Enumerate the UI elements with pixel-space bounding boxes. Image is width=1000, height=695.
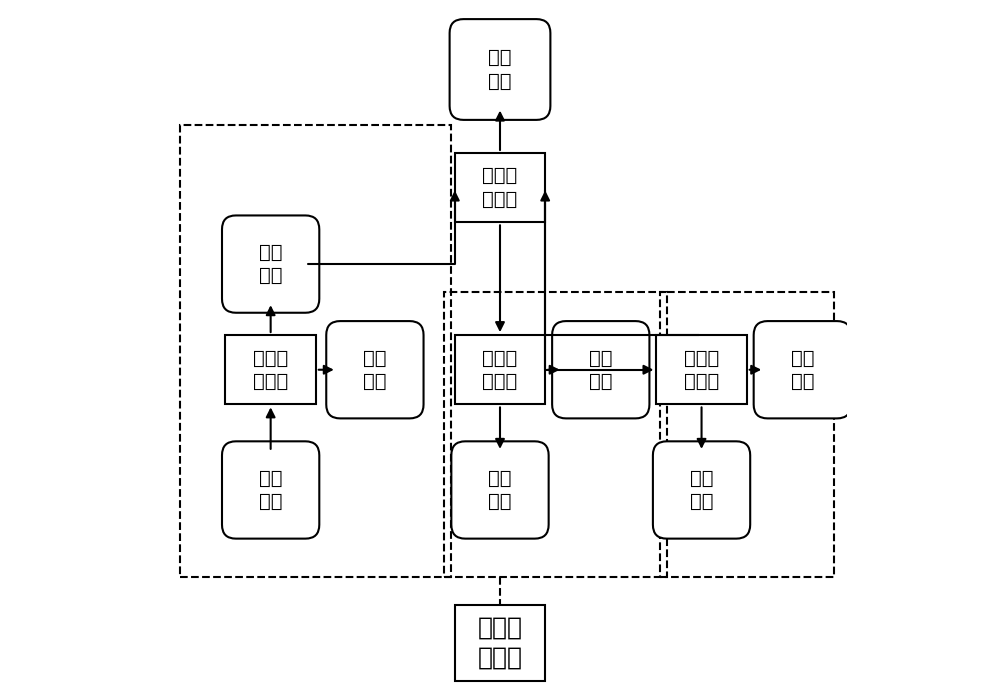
- FancyBboxPatch shape: [653, 441, 750, 539]
- Text: 损失
能量: 损失 能量: [488, 48, 512, 91]
- FancyBboxPatch shape: [754, 321, 851, 418]
- Text: 需求
能量: 需求 能量: [488, 468, 512, 512]
- Text: 损失
能量: 损失 能量: [363, 348, 387, 391]
- FancyBboxPatch shape: [225, 335, 316, 404]
- Text: 能量利
用装置: 能量利 用装置: [482, 348, 518, 391]
- Bar: [444, 292, 667, 577]
- FancyBboxPatch shape: [552, 321, 649, 418]
- FancyBboxPatch shape: [326, 321, 424, 418]
- FancyBboxPatch shape: [222, 441, 319, 539]
- FancyBboxPatch shape: [450, 19, 550, 120]
- Text: 能量转
换装置: 能量转 换装置: [253, 348, 288, 391]
- Text: 能量分
配装置: 能量分 配装置: [482, 166, 518, 209]
- Text: 可用
能量: 可用 能量: [259, 243, 282, 286]
- Bar: [660, 292, 834, 577]
- Text: 损失
能量: 损失 能量: [589, 348, 613, 391]
- FancyBboxPatch shape: [455, 153, 545, 222]
- Text: 储存
能量: 储存 能量: [690, 468, 713, 512]
- Text: 损失
能量: 损失 能量: [791, 348, 814, 391]
- FancyBboxPatch shape: [455, 605, 545, 681]
- Bar: [180, 125, 451, 577]
- Text: 能量储
存装置: 能量储 存装置: [684, 348, 719, 391]
- FancyBboxPatch shape: [656, 335, 747, 404]
- FancyBboxPatch shape: [222, 215, 319, 313]
- FancyBboxPatch shape: [451, 441, 549, 539]
- FancyBboxPatch shape: [455, 335, 545, 404]
- Text: 初始
能量: 初始 能量: [259, 468, 282, 512]
- Text: 能量管
理装置: 能量管 理装置: [478, 616, 522, 670]
